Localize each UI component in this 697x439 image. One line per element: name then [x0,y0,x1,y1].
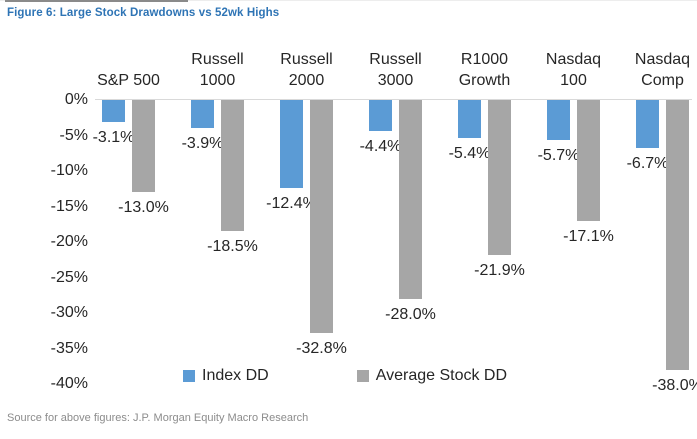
y-axis-tick-label: 0% [64,91,88,108]
category-label: Russell 1000 [191,51,244,89]
zero-axis-line [95,99,692,100]
index-dd-bar [102,100,125,122]
average-stock-dd-bar [488,100,511,255]
legend-item-average-stock-dd: Average Stock DD [356,367,508,385]
source-note: Source for above figures: J.P. Morgan Eq… [7,412,309,424]
category-label: R1000 Growth [458,51,511,89]
data-label: -3.9% [181,135,224,152]
category-label: S&P 500 [97,72,160,89]
y-axis-tick-label: -20% [50,233,88,250]
data-label: -38.0% [652,377,697,394]
y-axis-tick-label: -40% [50,375,88,392]
data-label: -17.1% [563,228,614,245]
average-stock-dd-bar [577,100,600,221]
data-label: -13.0% [118,199,169,216]
data-label: -18.5% [207,238,258,255]
average-stock-dd-bar [666,100,689,370]
index-dd-bar [280,100,303,188]
y-axis-tick-label: -35% [50,339,88,357]
legend-label-average-stock-dd: Average Stock DD [375,367,508,384]
figure-title: Figure 6: Large Stock Drawdowns vs 52wk … [7,7,280,19]
data-label: -4.4% [359,138,402,155]
average-stock-dd-bar [132,100,155,192]
index-dd-bar [369,100,392,131]
data-label: -6.7% [626,155,669,172]
y-axis-tick-label: -10% [50,162,88,179]
y-axis-tick-label: -15% [50,197,88,215]
average-stock-dd-bar [221,100,244,231]
data-label: -21.9% [474,262,525,279]
data-label: -28.0% [385,306,436,323]
legend-item-index-dd: Index DD [183,367,269,385]
y-axis-tick-label: -30% [50,304,88,321]
data-label: -12.4% [266,195,317,212]
chart-legend: Index DD Average Stock DD [183,367,507,385]
data-label: -3.1% [92,129,135,146]
average-stock-dd-bar [399,100,422,299]
category-label: Russell 2000 [280,51,333,89]
index-dd-bar [458,100,481,138]
legend-swatch-index-dd [183,370,195,382]
index-dd-bar [191,100,214,128]
data-label: -5.7% [537,147,580,164]
legend-swatch-average-stock-dd [356,370,369,382]
top-hairline-divider [0,0,697,1]
data-label: -32.8% [296,340,347,357]
y-axis-tick-label: -25% [50,268,88,286]
category-label: Nasdaq 100 [545,51,602,89]
data-label: -5.4% [448,145,491,162]
index-dd-bar [636,100,659,148]
index-dd-bar [547,100,570,140]
y-axis-tick-label: -5% [59,126,88,144]
legend-label-index-dd: Index DD [202,367,269,384]
category-label: Nasdaq Comp [634,51,691,89]
category-label: Russell 3000 [369,51,422,89]
average-stock-dd-bar [310,100,333,333]
top-rule-divider [5,0,188,2]
